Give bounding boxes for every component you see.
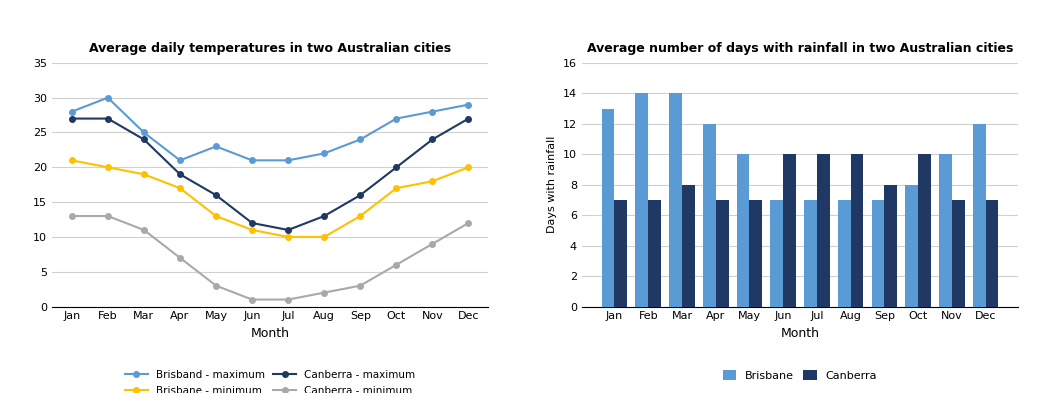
Brisbane - minimum [462, 165, 475, 170]
Brisbane - minimum [65, 158, 78, 163]
Line: Brisbane - minimum: Brisbane - minimum [69, 158, 472, 240]
Brisband - maximum [65, 109, 78, 114]
Title: Average number of days with rainfall in two Australian cities: Average number of days with rainfall in … [587, 42, 1013, 55]
Canberra - minimum [210, 283, 222, 288]
Brisband - maximum [318, 151, 330, 156]
Canberra - minimum [390, 263, 402, 267]
Canberra - minimum [462, 220, 475, 225]
Brisband - maximum [462, 102, 475, 107]
Bar [682, 185, 695, 307]
Brisband - maximum [390, 116, 402, 121]
Brisbane - minimum [426, 179, 438, 184]
Brisbane - minimum [354, 214, 367, 219]
Bar [783, 154, 796, 307]
Bar [884, 185, 898, 307]
Bar [804, 200, 817, 307]
Canberra - minimum [138, 228, 151, 232]
Bar [636, 93, 648, 307]
Bar [702, 124, 716, 307]
Brisband - maximum [102, 95, 114, 100]
Line: Brisband - maximum: Brisband - maximum [69, 95, 472, 163]
Bar [770, 200, 783, 307]
Bar [918, 154, 931, 307]
Canberra - minimum [354, 283, 367, 288]
Bar [817, 154, 830, 307]
Canberra - maximum [174, 172, 186, 176]
Brisband - maximum [426, 109, 438, 114]
Bar [614, 200, 628, 307]
Canberra - maximum [318, 214, 330, 219]
Brisband - maximum [174, 158, 186, 163]
Canberra - maximum [390, 165, 402, 170]
Bar [986, 200, 998, 307]
Brisbane - minimum [318, 235, 330, 239]
Canberra - minimum [318, 290, 330, 295]
Brisbane - minimum [138, 172, 151, 176]
Canberra - maximum [426, 137, 438, 142]
Canberra - maximum [354, 193, 367, 198]
Line: Canberra - minimum: Canberra - minimum [69, 213, 472, 302]
Line: Canberra - maximum: Canberra - maximum [69, 116, 472, 233]
Brisbane - minimum [210, 214, 222, 219]
Bar [952, 200, 964, 307]
Brisbane - minimum [282, 235, 294, 239]
Bar [669, 93, 682, 307]
Bar [716, 200, 728, 307]
Bar [602, 108, 614, 307]
Canberra - maximum [462, 116, 475, 121]
Canberra - minimum [65, 214, 78, 219]
Title: Average daily temperatures in two Australian cities: Average daily temperatures in two Austra… [89, 42, 451, 55]
Canberra - maximum [138, 137, 151, 142]
Bar [749, 200, 763, 307]
Brisband - maximum [210, 144, 222, 149]
Bar [851, 154, 863, 307]
Canberra - minimum [174, 255, 186, 260]
Canberra - maximum [65, 116, 78, 121]
Brisbane - minimum [390, 186, 402, 191]
Legend: Brisbane, Canberra: Brisbane, Canberra [719, 366, 881, 386]
Brisband - maximum [138, 130, 151, 135]
Canberra - maximum [246, 220, 259, 225]
Canberra - minimum [102, 214, 114, 219]
Bar [648, 200, 661, 307]
Bar [737, 154, 749, 307]
Canberra - minimum [282, 297, 294, 302]
Bar [837, 200, 851, 307]
Legend: Brisband - maximum, Brisbane - minimum, Canberra - maximum, Canberra - minimum: Brisband - maximum, Brisbane - minimum, … [121, 365, 420, 393]
X-axis label: Month: Month [780, 327, 820, 340]
Canberra - minimum [426, 242, 438, 246]
Canberra - maximum [210, 193, 222, 198]
Y-axis label: Days with rainfall: Days with rainfall [548, 136, 557, 233]
Brisbane - minimum [102, 165, 114, 170]
X-axis label: Month: Month [250, 327, 290, 340]
Brisband - maximum [282, 158, 294, 163]
Bar [939, 154, 952, 307]
Brisband - maximum [354, 137, 367, 142]
Canberra - maximum [102, 116, 114, 121]
Bar [872, 200, 884, 307]
Canberra - minimum [246, 297, 259, 302]
Bar [905, 185, 918, 307]
Canberra - maximum [282, 228, 294, 232]
Bar [973, 124, 986, 307]
Brisband - maximum [246, 158, 259, 163]
Brisbane - minimum [174, 186, 186, 191]
Brisbane - minimum [246, 228, 259, 232]
